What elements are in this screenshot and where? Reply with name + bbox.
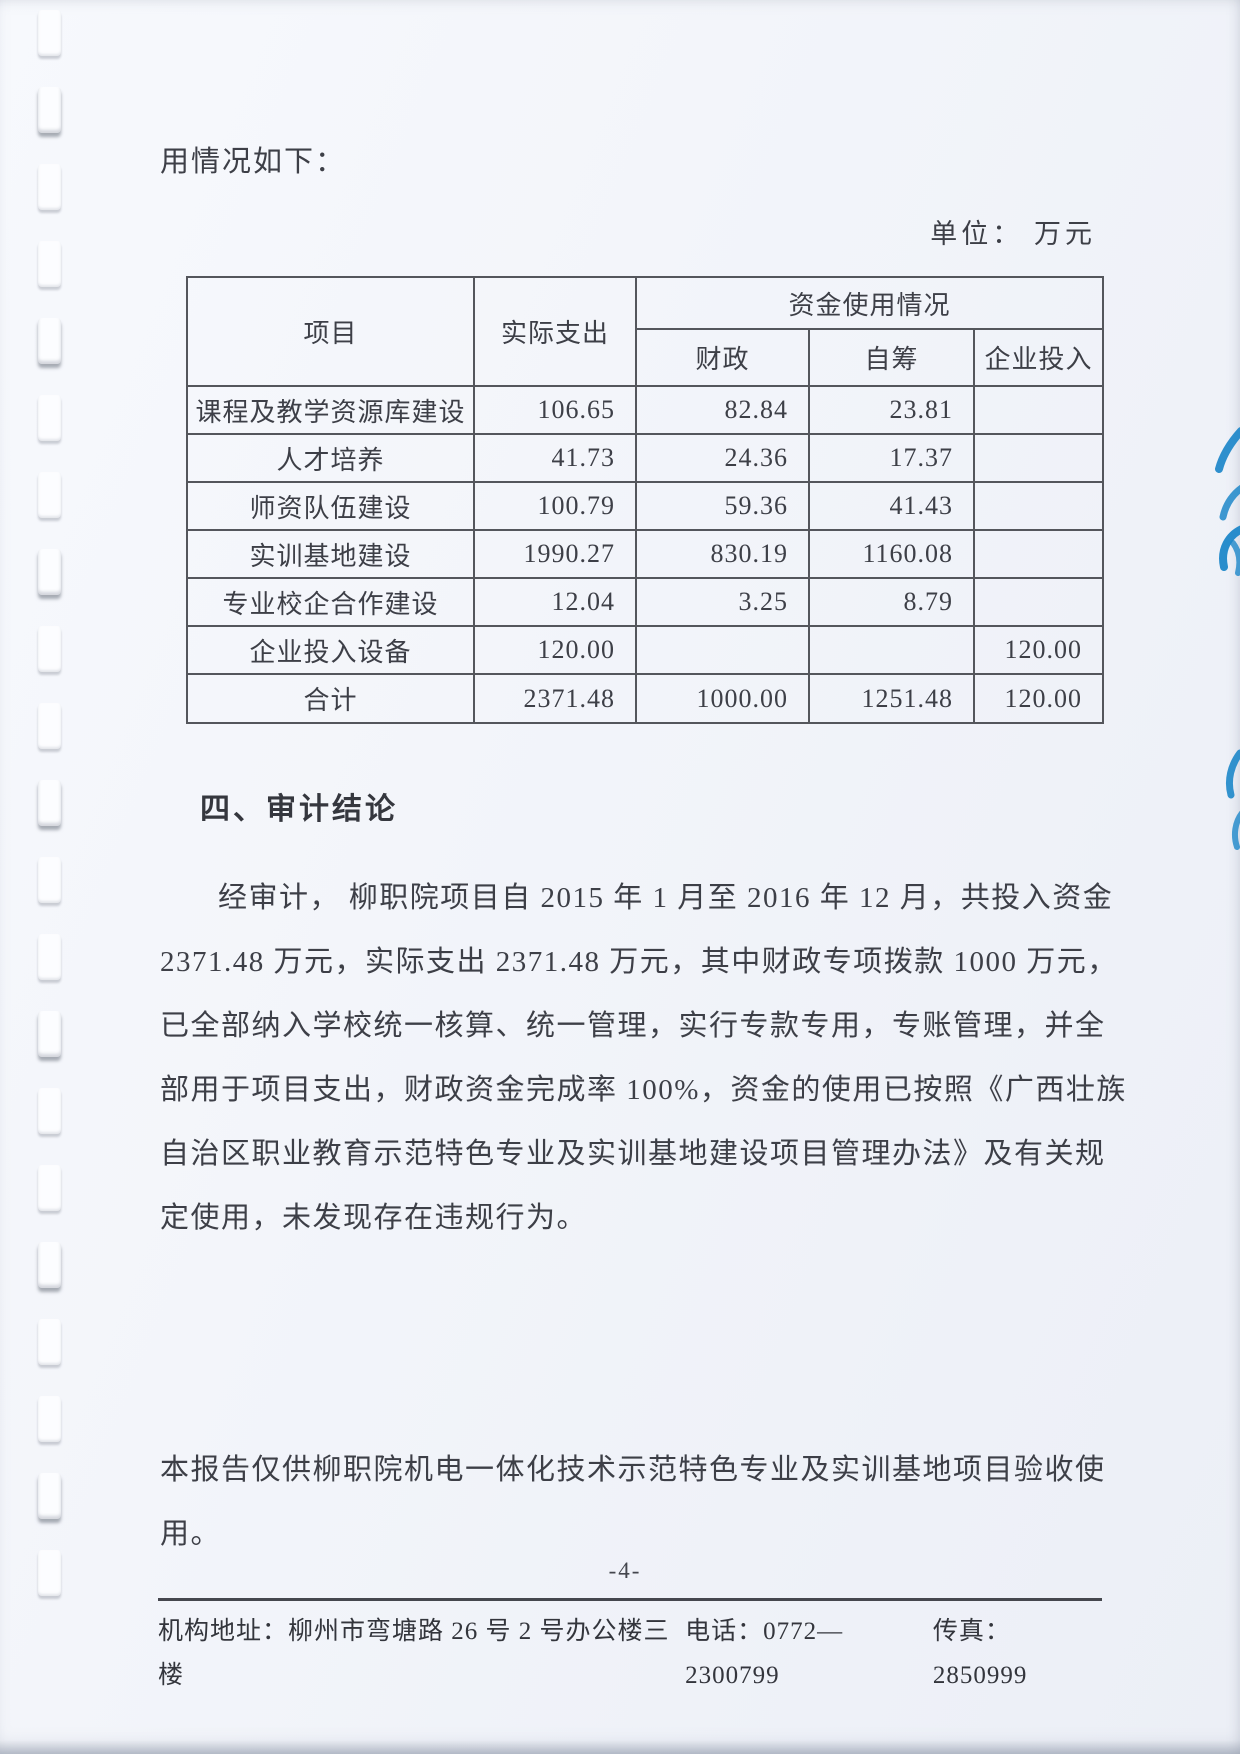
cell-self: 8.79	[808, 577, 975, 627]
cell-item: 师资队伍建设	[186, 481, 475, 531]
col-header-enterprise: 企业投入	[973, 328, 1104, 387]
unit-label: 单位： 万元	[930, 219, 1096, 249]
paragraph-line: 已全部纳入学校统一核算、统一管理，实行专款专用，专账管理，并全	[160, 1010, 1106, 1042]
binding-mark	[38, 626, 61, 672]
intro-text: 用情况如下：	[160, 146, 347, 178]
binding-mark	[38, 10, 61, 56]
cell-fiscal: 830.19	[635, 529, 810, 579]
paragraph-line: 经审计， 柳职院项目自 2015 年 1 月至 2016 年 12 月，共投入资…	[218, 882, 1114, 914]
binding-mark	[38, 857, 61, 903]
binding-mark	[38, 549, 61, 595]
table-row: 实训基地建设 1990.27 830.19 1160.08	[186, 529, 1104, 579]
cell-total-fiscal: 1000.00	[635, 673, 810, 724]
cell-item: 企业投入设备	[186, 625, 475, 675]
cell-fiscal	[635, 625, 810, 675]
footer: 机构地址：柳州市弯塘路 26 号 2 号办公楼三楼 电话：0772—230079…	[158, 1610, 1102, 1698]
cell-self: 17.37	[808, 433, 975, 483]
col-header-self: 自筹	[808, 328, 975, 387]
cell-item: 实训基地建设	[186, 529, 475, 579]
binding-mark	[38, 703, 61, 749]
cell-fiscal: 82.84	[635, 385, 810, 435]
paragraph-line: 部用于项目支出，财政资金完成率 100%，资金的使用已按照《广西壮族	[160, 1074, 1127, 1106]
cell-enterprise	[973, 529, 1104, 579]
paragraph-line: 自治区职业教育示范特色专业及实训基地建设项目管理办法》及有关规	[160, 1138, 1106, 1170]
binding-mark	[38, 1396, 61, 1442]
cell-item: 人才培养	[186, 433, 475, 483]
paragraph-line: 2371.48 万元，实际支出 2371.48 万元，其中财政专项拨款 1000…	[160, 946, 1118, 978]
table-row: 人才培养 41.73 24.36 17.37	[186, 433, 1104, 483]
footer-fax: 传真：2850999	[932, 1618, 1028, 1689]
cell-item: 专业校企合作建设	[186, 577, 475, 627]
col-header-fiscal: 财政	[635, 328, 810, 387]
cell-fiscal: 59.36	[635, 481, 810, 531]
cell-actual: 41.73	[473, 433, 637, 483]
footer-phone: 电话：0772—2300799	[685, 1618, 844, 1689]
section-heading: 四、审计结论	[200, 793, 398, 826]
binding-mark	[38, 241, 61, 287]
cell-actual: 120.00	[473, 625, 637, 675]
paragraph-line: 本报告仅供柳职院机电一体化技术示范特色专业及实训基地项目验收使	[160, 1454, 1106, 1486]
binding-mark	[38, 934, 61, 980]
cell-fiscal: 3.25	[635, 577, 810, 627]
cell-enterprise	[973, 433, 1104, 483]
cell-self: 41.43	[808, 481, 975, 531]
note-paragraph: 本报告仅供柳职院机电一体化技术示范特色专业及实训基地项目验收使 用。	[160, 1438, 1106, 1566]
table-row: 企业投入设备 120.00 120.00	[186, 625, 1104, 675]
paragraph-line: 用。	[160, 1518, 222, 1550]
footer-address: 机构地址：柳州市弯塘路 26 号 2 号办公楼三楼	[158, 1618, 670, 1689]
binding-mark	[38, 1165, 61, 1211]
cell-total-enterprise: 120.00	[973, 673, 1104, 724]
cell-total-actual: 2371.48	[473, 673, 637, 724]
table-row: 师资队伍建设 100.79 59.36 41.43	[186, 481, 1104, 531]
blue-stamp-fragment-icon	[1215, 427, 1240, 576]
binding-mark	[38, 1011, 61, 1057]
binding-mark	[38, 1242, 61, 1288]
binding-mark	[38, 395, 61, 441]
col-header-item: 项目	[186, 276, 475, 387]
table-total-row: 合计 2371.48 1000.00 1251.48 120.00	[186, 673, 1104, 724]
col-header-actual: 实际支出	[473, 276, 637, 387]
page-number: -4-	[608, 1558, 642, 1583]
table-row: 课程及教学资源库建设 106.65 82.84 23.81	[186, 385, 1104, 435]
cell-actual: 106.65	[473, 385, 637, 435]
binding-mark	[38, 1473, 61, 1519]
cell-fiscal: 24.36	[635, 433, 810, 483]
cell-enterprise: 120.00	[973, 625, 1104, 675]
table-header-row-2: 财政 自筹 企业投入	[187, 328, 1104, 387]
fund-usage-table: 项目 实际支出 资金使用情况 财政 自筹 企业投入 课程及教学资源库建设 106…	[186, 276, 1104, 724]
cell-item: 课程及教学资源库建设	[186, 385, 475, 435]
table-header-row-1: 项目 实际支出 资金使用情况	[186, 276, 1104, 387]
cell-self	[808, 625, 975, 675]
binding-mark	[38, 1319, 61, 1365]
paragraph-line: 定使用，未发现存在违规行为。	[160, 1202, 588, 1234]
binding-mark	[38, 472, 61, 518]
conclusion-paragraph: 经审计， 柳职院项目自 2015 年 1 月至 2016 年 12 月，共投入资…	[160, 866, 1127, 1250]
col-header-usage-group: 资金使用情况	[635, 276, 1104, 330]
cell-total-label: 合计	[186, 673, 475, 724]
binding-mark	[38, 1550, 61, 1596]
binding-mark	[38, 87, 61, 133]
binding-mark	[38, 1088, 61, 1134]
fund-usage-table-wrap: 项目 实际支出 资金使用情况 财政 自筹 企业投入 课程及教学资源库建设 106…	[186, 276, 1104, 724]
binding-mark	[38, 318, 61, 364]
cell-actual: 1990.27	[473, 529, 637, 579]
cell-self: 1160.08	[808, 529, 975, 579]
footer-divider	[158, 1598, 1102, 1601]
table-row: 专业校企合作建设 12.04 3.25 8.79	[186, 577, 1104, 627]
blue-stamp-fragment-icon	[1225, 749, 1240, 850]
binding-mark	[38, 780, 61, 826]
cell-enterprise	[973, 385, 1104, 435]
cell-enterprise	[973, 577, 1104, 627]
binding-mark	[38, 164, 61, 210]
cell-total-self: 1251.48	[808, 673, 975, 724]
cell-self: 23.81	[808, 385, 975, 435]
cell-enterprise	[973, 481, 1104, 531]
cell-actual: 100.79	[473, 481, 637, 531]
cell-actual: 12.04	[473, 577, 637, 627]
